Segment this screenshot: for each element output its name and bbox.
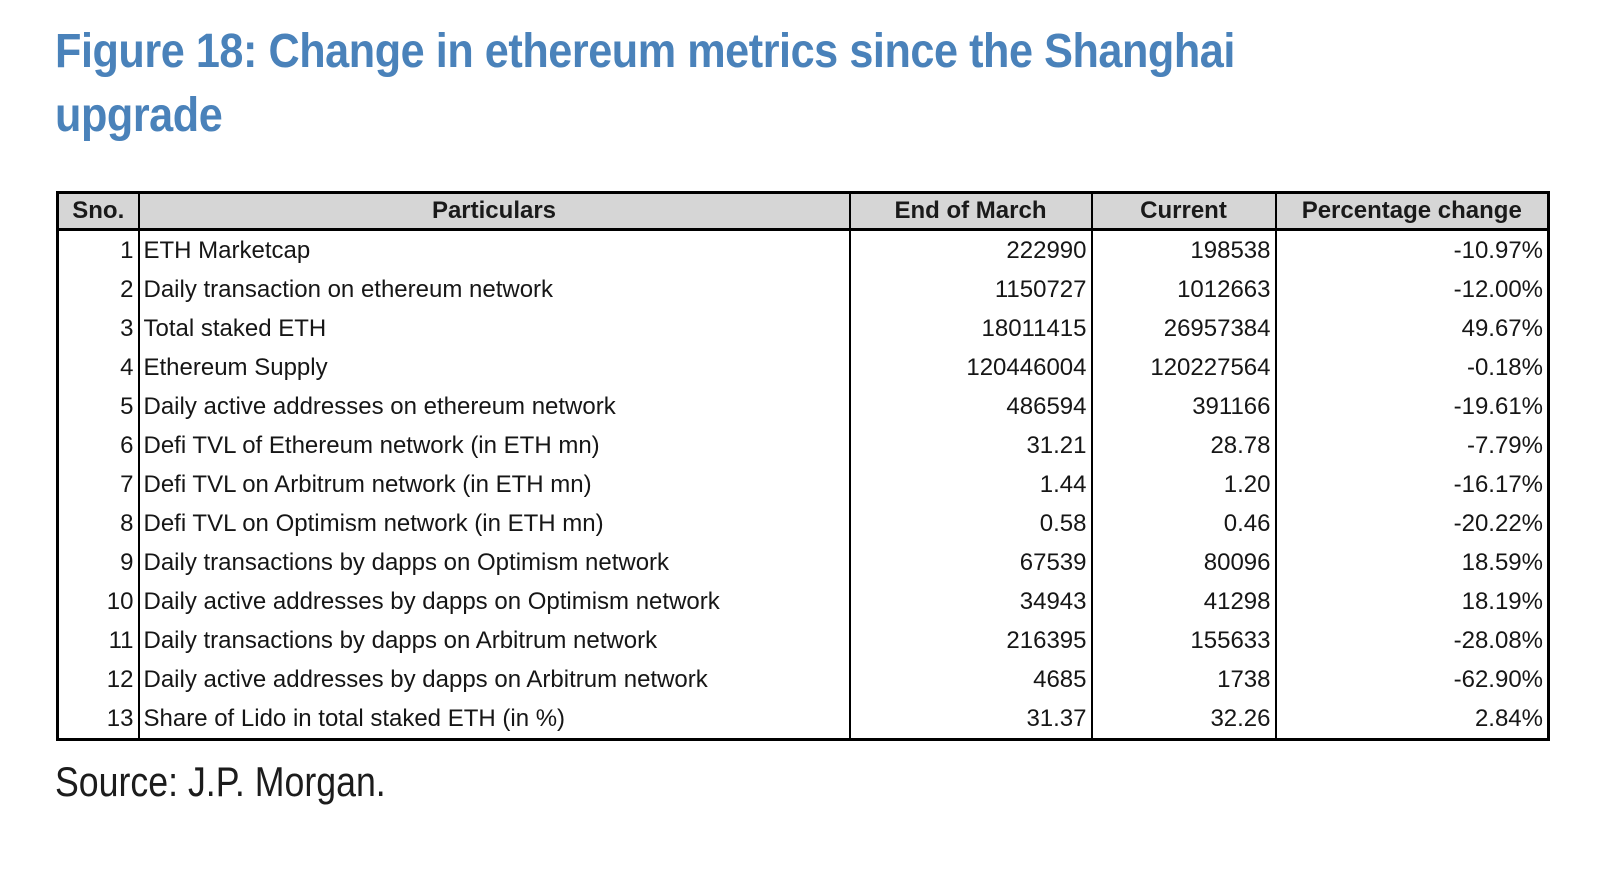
cell-sno: 4 xyxy=(56,348,140,387)
cell-sno: 13 xyxy=(56,699,140,740)
cell-percentage-change: 18.59% xyxy=(1274,543,1550,582)
cell-particulars: Daily active addresses by dapps on Optim… xyxy=(137,582,851,621)
table-row: 2 Daily transaction on ethereum network … xyxy=(56,270,1550,309)
table-row: 6 Defi TVL of Ethereum network (in ETH m… xyxy=(56,426,1550,465)
cell-end-of-march: 31.37 xyxy=(848,699,1093,740)
cell-current: 0.46 xyxy=(1090,504,1277,543)
cell-sno: 2 xyxy=(56,270,140,309)
cell-sno: 7 xyxy=(56,465,140,504)
col-header-sno: Sno. xyxy=(56,192,140,231)
cell-particulars: Defi TVL of Ethereum network (in ETH mn) xyxy=(137,426,851,465)
cell-percentage-change: -0.18% xyxy=(1274,348,1550,387)
cell-particulars: Total staked ETH xyxy=(137,309,851,348)
col-header-particulars: Particulars xyxy=(137,192,851,231)
cell-end-of-march: 0.58 xyxy=(848,504,1093,543)
col-header-current: Current xyxy=(1090,192,1277,231)
col-header-percentage-change: Percentage change xyxy=(1274,192,1550,231)
source-note: Source: J.P. Morgan. xyxy=(55,758,386,805)
table-row: 5 Daily active addresses on ethereum net… xyxy=(56,387,1550,426)
cell-end-of-march: 67539 xyxy=(848,543,1093,582)
cell-current: 1738 xyxy=(1090,660,1277,699)
cell-percentage-change: -7.79% xyxy=(1274,426,1550,465)
cell-sno: 11 xyxy=(56,621,140,660)
cell-percentage-change: -10.97% xyxy=(1274,229,1550,270)
cell-particulars: Daily transactions by dapps on Optimism … xyxy=(137,543,851,582)
cell-particulars: Daily active addresses on ethereum netwo… xyxy=(137,387,851,426)
cell-sno: 12 xyxy=(56,660,140,699)
cell-end-of-march: 1.44 xyxy=(848,465,1093,504)
figure-title-line1: Figure 18: Change in ethereum metrics si… xyxy=(55,25,1235,78)
cell-percentage-change: -20.22% xyxy=(1274,504,1550,543)
table-row: 13 Share of Lido in total staked ETH (in… xyxy=(56,699,1550,740)
cell-percentage-change: -28.08% xyxy=(1274,621,1550,660)
cell-percentage-change: -19.61% xyxy=(1274,387,1550,426)
cell-particulars: Daily active addresses by dapps on Arbit… xyxy=(137,660,851,699)
cell-current: 28.78 xyxy=(1090,426,1277,465)
cell-end-of-march: 222990 xyxy=(848,229,1093,270)
cell-end-of-march: 216395 xyxy=(848,621,1093,660)
cell-end-of-march: 31.21 xyxy=(848,426,1093,465)
table-row: 11 Daily transactions by dapps on Arbitr… xyxy=(56,621,1550,660)
cell-current: 41298 xyxy=(1090,582,1277,621)
cell-sno: 8 xyxy=(56,504,140,543)
cell-end-of-march: 4685 xyxy=(848,660,1093,699)
table-row: 8 Defi TVL on Optimism network (in ETH m… xyxy=(56,504,1550,543)
cell-sno: 3 xyxy=(56,309,140,348)
table-row: 7 Defi TVL on Arbitrum network (in ETH m… xyxy=(56,465,1550,504)
cell-current: 155633 xyxy=(1090,621,1277,660)
cell-percentage-change: -62.90% xyxy=(1274,660,1550,699)
cell-percentage-change: 18.19% xyxy=(1274,582,1550,621)
cell-current: 26957384 xyxy=(1090,309,1277,348)
cell-sno: 5 xyxy=(56,387,140,426)
table-row: 9 Daily transactions by dapps on Optimis… xyxy=(56,543,1550,582)
cell-end-of-march: 1150727 xyxy=(848,270,1093,309)
cell-percentage-change: -16.17% xyxy=(1274,465,1550,504)
cell-end-of-march: 18011415 xyxy=(848,309,1093,348)
table-row: 1 ETH Marketcap 222990 198538 -10.97% xyxy=(56,229,1550,270)
figure-title-line2: upgrade xyxy=(55,89,223,142)
cell-current: 32.26 xyxy=(1090,699,1277,740)
table-header: Sno. Particulars End of March Current Pe… xyxy=(56,192,1550,231)
cell-current: 80096 xyxy=(1090,543,1277,582)
cell-end-of-march: 120446004 xyxy=(848,348,1093,387)
cell-end-of-march: 486594 xyxy=(848,387,1093,426)
cell-current: 391166 xyxy=(1090,387,1277,426)
cell-percentage-change: 2.84% xyxy=(1274,699,1550,740)
cell-particulars: Daily transactions by dapps on Arbitrum … xyxy=(137,621,851,660)
cell-sno: 6 xyxy=(56,426,140,465)
cell-end-of-march: 34943 xyxy=(848,582,1093,621)
cell-current: 198538 xyxy=(1090,229,1277,270)
table-row: 3 Total staked ETH 18011415 26957384 49.… xyxy=(56,309,1550,348)
metrics-table: Sno. Particulars End of March Current Pe… xyxy=(56,191,1550,741)
cell-sno: 9 xyxy=(56,543,140,582)
cell-sno: 10 xyxy=(56,582,140,621)
col-header-end-of-march: End of March xyxy=(848,192,1093,231)
cell-particulars: Share of Lido in total staked ETH (in %) xyxy=(137,699,851,740)
cell-current: 1012663 xyxy=(1090,270,1277,309)
cell-percentage-change: 49.67% xyxy=(1274,309,1550,348)
cell-current: 1.20 xyxy=(1090,465,1277,504)
cell-particulars: Defi TVL on Optimism network (in ETH mn) xyxy=(137,504,851,543)
cell-particulars: Ethereum Supply xyxy=(137,348,851,387)
table-row: 4 Ethereum Supply 120446004 120227564 -0… xyxy=(56,348,1550,387)
cell-particulars: ETH Marketcap xyxy=(137,229,851,270)
table-body: 1 ETH Marketcap 222990 198538 -10.97% 2 … xyxy=(56,229,1550,740)
table-row: 10 Daily active addresses by dapps on Op… xyxy=(56,582,1550,621)
figure-title: Figure 18: Change in ethereum metrics si… xyxy=(55,20,1235,148)
cell-percentage-change: -12.00% xyxy=(1274,270,1550,309)
cell-particulars: Daily transaction on ethereum network xyxy=(137,270,851,309)
header-row: Sno. Particulars End of March Current Pe… xyxy=(56,192,1550,231)
cell-current: 120227564 xyxy=(1090,348,1277,387)
cell-sno: 1 xyxy=(56,229,140,270)
cell-particulars: Defi TVL on Arbitrum network (in ETH mn) xyxy=(137,465,851,504)
table-row: 12 Daily active addresses by dapps on Ar… xyxy=(56,660,1550,699)
